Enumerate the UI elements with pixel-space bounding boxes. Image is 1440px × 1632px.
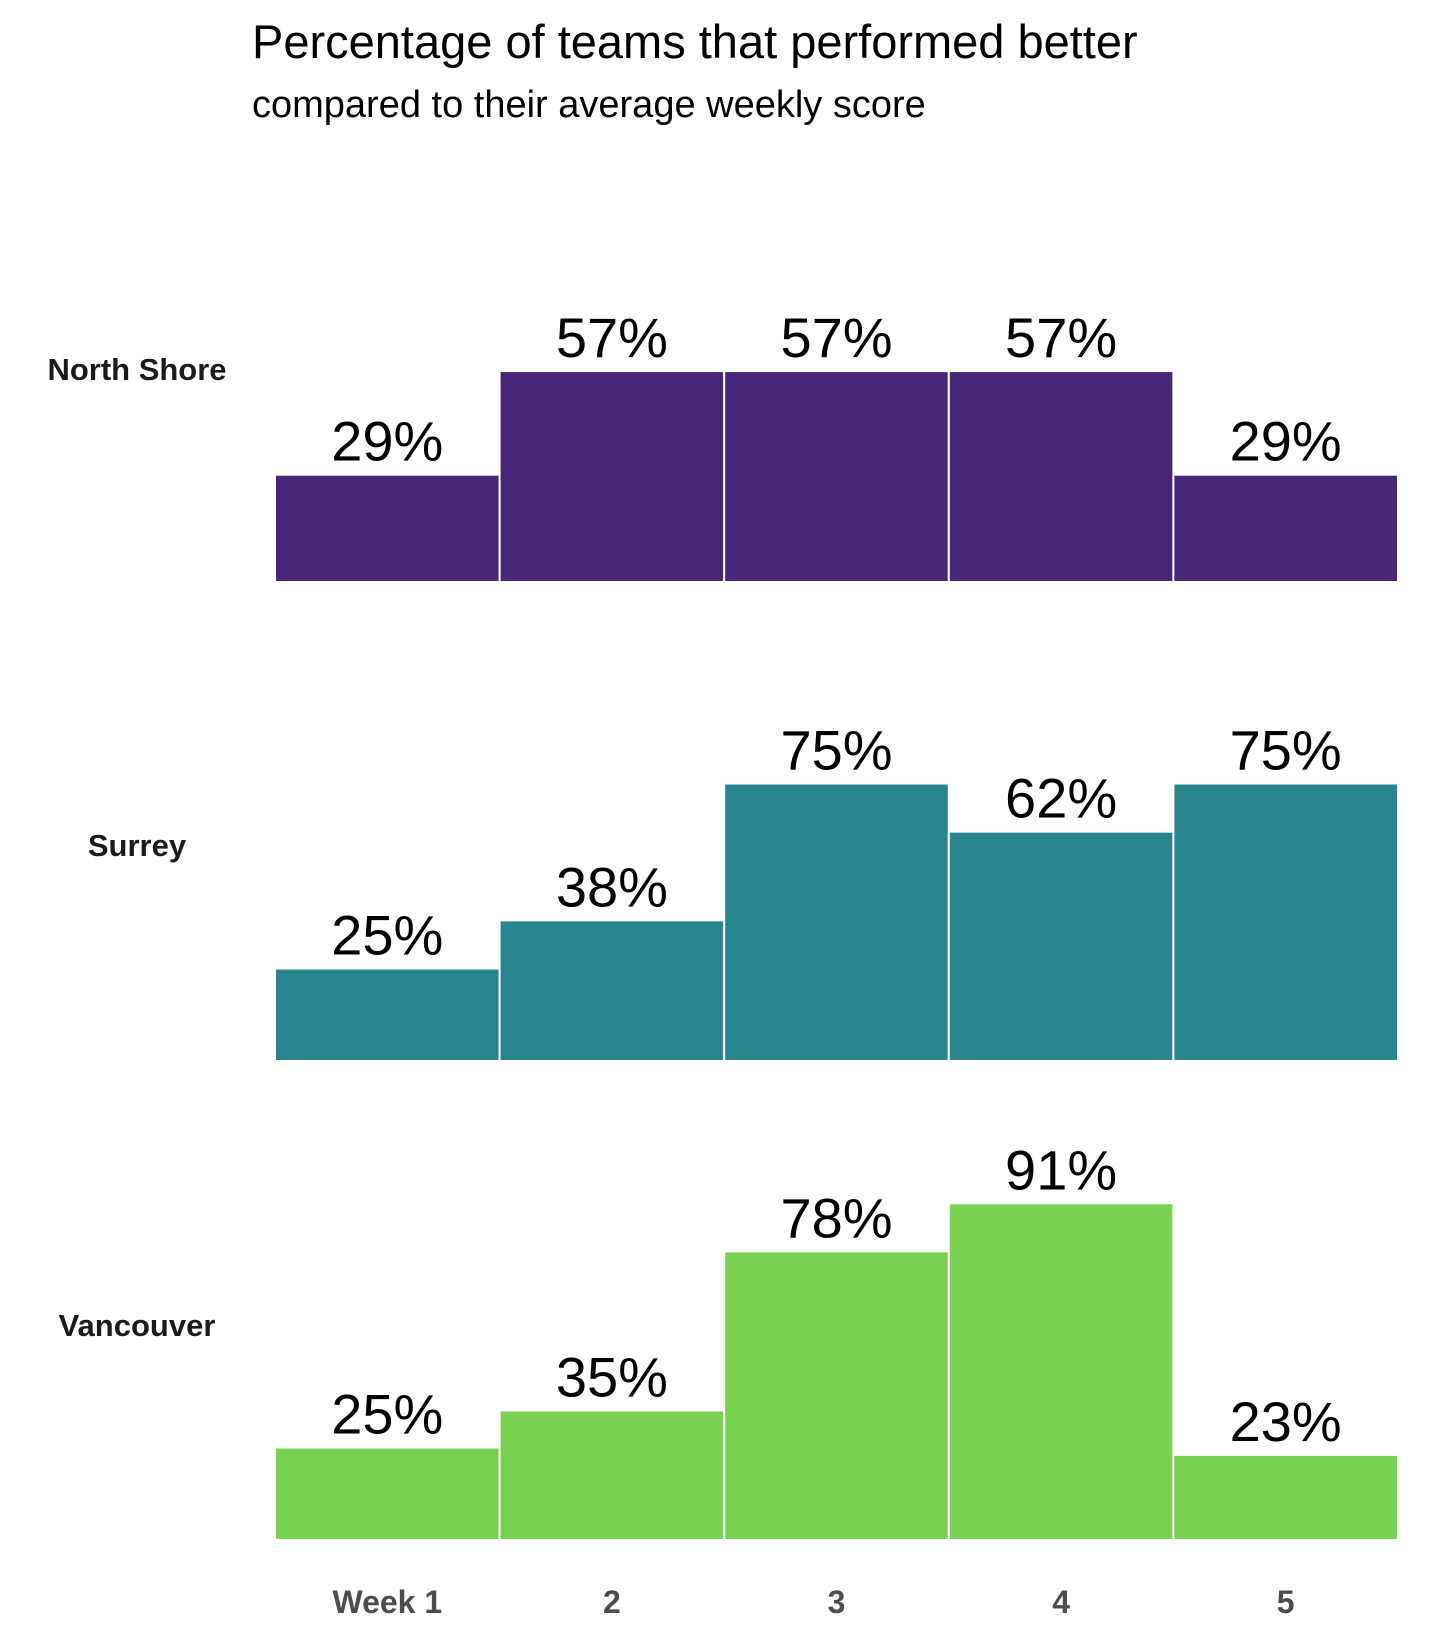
data-label-north-shore-5: 29% [1230, 410, 1342, 473]
chart-title: Percentage of teams that performed bette… [252, 15, 1138, 68]
bar-north-shore-4 [947, 370, 1175, 583]
bar-surrey-5 [1172, 782, 1400, 1062]
data-label-surrey-1: 25% [331, 904, 443, 967]
bar-surrey-4 [947, 830, 1175, 1062]
bar-north-shore-1 [274, 473, 501, 584]
bar-vancouver-5 [1172, 1453, 1400, 1542]
bar-north-shore-3 [723, 370, 950, 583]
bar-north-shore-2 [498, 370, 726, 583]
row-label-vancouver: Vancouver [59, 1308, 216, 1343]
bar-vancouver-3 [723, 1250, 950, 1542]
bar-vancouver-1 [274, 1446, 501, 1541]
bar-surrey-2 [498, 919, 726, 1063]
x-tick-label-4: 4 [1052, 1584, 1070, 1620]
x-axis-ticks: Week 1 2 3 4 5 [332, 1584, 1294, 1620]
data-label-north-shore-2: 57% [556, 306, 668, 369]
data-label-vancouver-5: 23% [1230, 1390, 1342, 1453]
row-label-north-shore: North Shore [47, 352, 226, 387]
x-tick-label-5: 5 [1277, 1584, 1295, 1620]
bar-vancouver-2 [498, 1409, 726, 1541]
data-label-vancouver-2: 35% [556, 1346, 668, 1409]
x-tick-label-3: 3 [828, 1584, 846, 1620]
data-label-north-shore-1: 29% [331, 410, 443, 473]
panel-north-shore: North Shore 29% 57% 57% 57% 29% [47, 306, 1400, 584]
panel-vancouver: Vancouver 25% 35% 78% 91% 23% [59, 1138, 1400, 1542]
data-label-north-shore-4: 57% [1005, 306, 1117, 369]
data-label-surrey-5: 75% [1230, 719, 1342, 782]
bar-vancouver-4 [947, 1202, 1175, 1542]
data-label-surrey-4: 62% [1005, 767, 1117, 830]
panels: North Shore 29% 57% 57% 57% 29% Surrey 25% 38% 75… [47, 306, 1400, 1542]
chart-subtitle: compared to their average weekly score [252, 84, 926, 126]
data-label-vancouver-1: 25% [331, 1383, 443, 1446]
bar-north-shore-5 [1172, 473, 1400, 584]
panel-surrey: Surrey 25% 38% 75% 62% 75% [88, 719, 1400, 1063]
data-label-vancouver-3: 78% [780, 1186, 892, 1249]
bar-surrey-3 [723, 782, 950, 1062]
data-label-vancouver-4: 91% [1005, 1138, 1117, 1201]
data-label-north-shore-3: 57% [780, 306, 892, 369]
bar-surrey-1 [274, 967, 501, 1062]
x-tick-label-2: 2 [603, 1584, 621, 1620]
data-label-surrey-3: 75% [780, 719, 892, 782]
row-label-surrey: Surrey [88, 828, 187, 863]
x-tick-label-1: Week 1 [332, 1584, 442, 1620]
data-label-surrey-2: 38% [556, 855, 668, 918]
